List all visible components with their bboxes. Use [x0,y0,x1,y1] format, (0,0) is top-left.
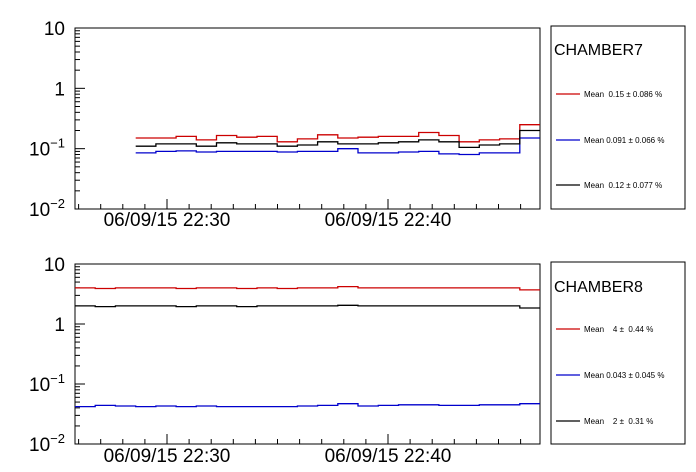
chart-panel-2: 10 1 10−1 10−2 06/09/15 22:30 06/09/15 22:40 C… [29,255,686,467]
series-line-1 [75,285,540,291]
legend-box [550,25,686,210]
legend-entry-label: Mean 0.12 ± 0.077 % [584,181,662,190]
legend-entry-label: Mean 0.15 ± 0.086 % [584,90,662,99]
y-tick-label: 10−2 [29,431,65,456]
series-line-2 [135,137,540,156]
y-tick-label: 1 [54,315,65,336]
series-line-1 [135,124,540,143]
x-tick-label: 06/09/15 22:30 [104,210,231,231]
legend-entry-label: Mean 0.043 ± 0.045 % [584,371,664,380]
legend-header: CHAMBER7 [554,42,643,59]
legend-entry-label: Mean 0.091 ± 0.066 % [584,136,664,145]
y-tick-label: 10−1 [29,136,65,161]
legend-box [550,261,686,445]
series-line-3 [75,304,540,309]
y-tick-label: 10 [44,255,65,276]
y-tick-label: 10−1 [29,371,65,396]
legend-entry-label: Mean 4 ± 0.44 % [584,325,653,334]
legend-header: CHAMBER8 [554,279,643,296]
y-tick-label: 10 [44,19,65,40]
y-tick-label: 10−2 [29,196,65,221]
x-tick-label: 06/09/15 22:40 [325,446,452,467]
legend-entry-label: Mean 2 ± 0.31 % [584,417,653,426]
plot-frame [74,263,541,445]
y-tick-label: 1 [54,79,65,100]
series-line-3 [135,129,540,149]
chart-panel-1: 10 1 10−1 10−2 06/09/15 22:30 06/09/15 22:40 C… [29,19,686,231]
x-tick-label: 06/09/15 22:30 [104,446,231,467]
series-line-2 [75,403,540,408]
x-tick-label: 06/09/15 22:40 [325,210,452,231]
plot-frame [74,27,541,210]
